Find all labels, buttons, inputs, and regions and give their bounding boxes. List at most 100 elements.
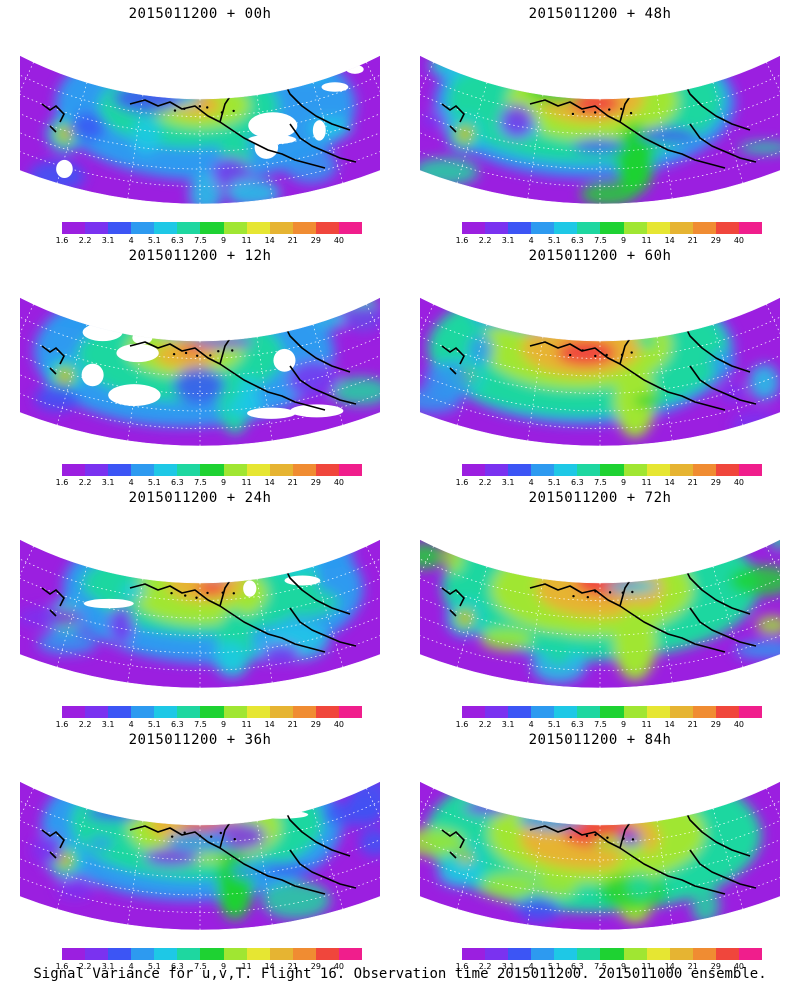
variance-map <box>20 34 380 204</box>
colorbar-tick-label: 1.6 <box>55 236 69 245</box>
colorbar-tick-label: 11 <box>641 236 652 245</box>
colorbar-segment <box>508 222 532 234</box>
colorbar-tick-label: 21 <box>687 236 698 245</box>
colorbar-segment <box>738 222 763 234</box>
colorbar-segment <box>462 706 486 718</box>
colorbar-tick-label: 4 <box>528 720 534 729</box>
colorbar-tick-label: 3.1 <box>501 962 515 971</box>
colorbar-segment <box>338 464 363 476</box>
colorbar-segment <box>177 222 201 234</box>
variance-map <box>420 276 780 446</box>
colorbar-tick-label: 9 <box>220 720 227 729</box>
variance-map <box>20 518 380 688</box>
colorbar-segment <box>462 222 486 234</box>
colorbar-segment <box>200 464 224 476</box>
colorbar-tick-label: 29 <box>710 720 721 729</box>
colorbar-tick-label: 6.3 <box>571 962 584 971</box>
colorbar-tick-label: 14 <box>264 962 275 971</box>
colorbar-segment <box>131 706 155 718</box>
colorbar <box>462 464 763 476</box>
map-panel: 2015011200 + 60h 1.6 2.2 3.1 4 5.1 6.3 7.5 9 11 14… <box>400 242 800 487</box>
colorbar <box>62 464 363 476</box>
variance-map <box>420 760 780 930</box>
colorbar-segment <box>108 222 132 234</box>
colorbar-segment <box>154 706 178 718</box>
colorbar-tick-label: 3.1 <box>501 236 515 245</box>
colorbar-segment <box>531 948 555 960</box>
colorbar-tick-label: 1.6 <box>455 478 469 487</box>
colorbar-tick-label: 7.5 <box>194 962 207 971</box>
colorbar-tick-label: 29 <box>310 720 321 729</box>
colorbar-tick-label: 21 <box>687 962 698 971</box>
colorbar-tick-label: 4 <box>128 236 134 245</box>
colorbar-segment <box>269 948 293 960</box>
colorbar-tick-label: 6.3 <box>571 236 584 245</box>
colorbar-tick-label: 40 <box>333 962 345 971</box>
colorbar-segment <box>554 464 578 476</box>
colorbar <box>62 706 363 718</box>
colorbar-segment <box>292 222 316 234</box>
colorbar-tick-label: 1.6 <box>455 962 469 971</box>
colorbar-labels: 1.6 2.2 3.1 4 5.1 6.3 7.5 9 11 14 21 29 40 <box>56 720 362 730</box>
colorbar-tick-label: 4 <box>128 962 134 971</box>
colorbar-segment <box>269 706 293 718</box>
colorbar-segment <box>62 706 86 718</box>
colorbar-segment <box>292 464 316 476</box>
colorbar-segment <box>485 948 509 960</box>
map-panel: 2015011200 + 84h 1.6 2.2 3.1 4 5.1 6.3 7.5 9 11 14… <box>400 726 800 971</box>
colorbar-segment <box>508 706 532 718</box>
colorbar-tick-label: 7.5 <box>594 236 607 245</box>
colorbar-tick-label: 21 <box>287 236 298 245</box>
colorbar-tick-label: 14 <box>664 236 675 245</box>
colorbar-tick-label: 2.2 <box>78 478 92 487</box>
colorbar-tick-label: 3.1 <box>101 720 115 729</box>
colorbar-segment <box>577 464 601 476</box>
colorbar-segment <box>315 464 339 476</box>
colorbar-segment <box>646 948 670 960</box>
colorbar-tick-label: 2.2 <box>478 962 492 971</box>
colorbar-segment <box>577 948 601 960</box>
colorbar-segment <box>577 222 601 234</box>
variance-map <box>20 760 380 930</box>
colorbar-tick-label: 29 <box>710 478 721 487</box>
colorbar-tick-label: 11 <box>241 962 252 971</box>
colorbar-tick-label: 14 <box>264 236 275 245</box>
colorbar-tick-label: 9 <box>620 236 627 245</box>
colorbar-segment <box>315 222 339 234</box>
colorbar-segment <box>715 948 739 960</box>
colorbar-tick-label: 7.5 <box>594 962 607 971</box>
colorbar-segment <box>177 948 201 960</box>
colorbar-tick-label: 9 <box>220 962 227 971</box>
map-panel: 2015011200 + 00h 1.6 2.2 3.1 4 5.1 6.3 7.5 9 11 14… <box>0 0 400 245</box>
colorbar-tick-label: 2.2 <box>478 236 492 245</box>
colorbar-segment <box>108 948 132 960</box>
colorbar-segment <box>577 706 601 718</box>
colorbar-tick-label: 6.3 <box>571 720 584 729</box>
colorbar-tick-label: 29 <box>310 478 321 487</box>
colorbar <box>62 222 363 234</box>
colorbar-segment <box>738 706 763 718</box>
panel-title: 2015011200 + 24h <box>128 490 272 506</box>
colorbar-tick-label: 9 <box>220 478 227 487</box>
colorbar-tick-label: 40 <box>333 236 345 245</box>
colorbar-tick-label: 9 <box>620 720 627 729</box>
colorbar-tick-label: 3.1 <box>501 478 515 487</box>
variance-map <box>20 276 380 446</box>
colorbar-labels: 1.6 2.2 3.1 4 5.1 6.3 7.5 9 11 14 21 29 40 <box>56 962 362 972</box>
colorbar-segment <box>154 464 178 476</box>
panel-title: 2015011200 + 60h <box>528 248 672 264</box>
colorbar-segment <box>623 222 647 234</box>
colorbar-segment <box>62 948 86 960</box>
colorbar-segment <box>246 222 270 234</box>
colorbar-tick-label: 11 <box>241 236 252 245</box>
colorbar-segment <box>338 706 363 718</box>
colorbar-tick-label: 5.1 <box>547 478 561 487</box>
colorbar-segment <box>292 706 316 718</box>
colorbar-segment <box>600 706 624 718</box>
colorbar-segment <box>554 706 578 718</box>
colorbar-tick-label: 6.3 <box>571 478 584 487</box>
colorbar-tick-label: 14 <box>264 478 275 487</box>
colorbar-segment <box>623 464 647 476</box>
colorbar-tick-label: 11 <box>641 720 652 729</box>
colorbar-tick-label: 1.6 <box>55 720 69 729</box>
